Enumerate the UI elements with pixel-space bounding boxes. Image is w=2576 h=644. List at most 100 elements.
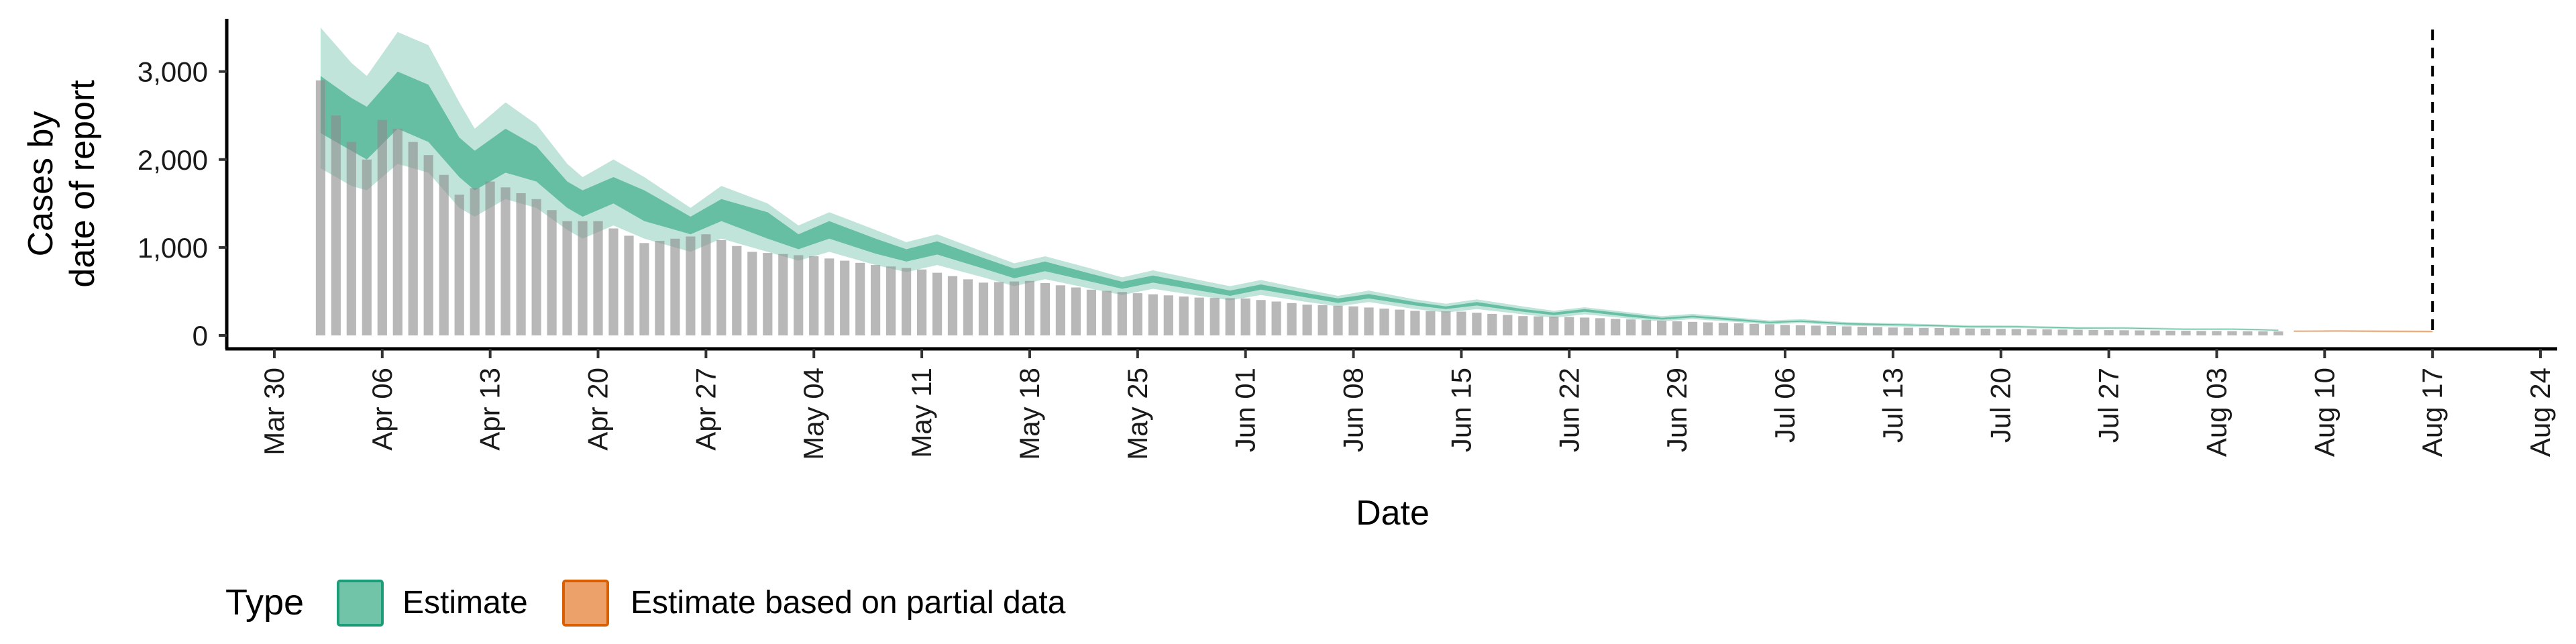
observed-bar bbox=[1225, 298, 1235, 335]
observed-bar bbox=[315, 80, 325, 336]
observed-bar bbox=[454, 195, 464, 335]
y-tick-label: 3,000 bbox=[138, 56, 208, 88]
observed-bar bbox=[470, 188, 480, 335]
observed-bar bbox=[1503, 315, 1513, 335]
observed-bar bbox=[2119, 330, 2129, 335]
observed-bar bbox=[1549, 317, 1559, 335]
x-tick-label: Apr 27 bbox=[690, 368, 721, 451]
observed-bar bbox=[624, 235, 634, 335]
observed-bar bbox=[778, 254, 788, 335]
observed-bar bbox=[1410, 311, 1420, 335]
observed-bar bbox=[1919, 327, 1929, 335]
observed-bar bbox=[2273, 331, 2284, 335]
observed-bar bbox=[578, 221, 588, 335]
observed-bar bbox=[1426, 311, 1436, 335]
observed-bar bbox=[639, 243, 649, 335]
observed-bar bbox=[794, 255, 804, 335]
observed-bar bbox=[824, 258, 835, 335]
x-tick-label: May 25 bbox=[1122, 368, 1153, 460]
observed-bar bbox=[547, 210, 557, 335]
observed-bar bbox=[346, 142, 356, 335]
x-tick-label: Jun 22 bbox=[1553, 368, 1585, 452]
x-tick-label: Jul 27 bbox=[2093, 368, 2125, 443]
observed-bar bbox=[1395, 309, 1405, 335]
legend: Type Estimate Estimate based on partial … bbox=[225, 580, 1066, 627]
observed-bar bbox=[516, 193, 526, 335]
x-tick-label: Jun 15 bbox=[1445, 368, 1477, 452]
x-tick-label: Aug 17 bbox=[2416, 368, 2448, 457]
observed-bar bbox=[392, 128, 402, 335]
observed-bar bbox=[1564, 317, 1574, 335]
observed-bar bbox=[2243, 331, 2253, 335]
observed-bar bbox=[994, 282, 1004, 335]
observed-bar bbox=[1626, 319, 1636, 335]
observed-bar bbox=[871, 265, 881, 335]
observed-bar bbox=[1333, 305, 1343, 335]
observed-bar bbox=[1364, 307, 1374, 335]
x-tick-label: May 18 bbox=[1014, 368, 1045, 460]
observed-bar bbox=[963, 279, 973, 335]
observed-bar bbox=[1441, 311, 1451, 335]
observed-bar bbox=[1518, 316, 1528, 335]
observed-bar bbox=[1872, 327, 1882, 335]
observed-bar bbox=[1841, 326, 1851, 335]
observed-bar bbox=[2011, 329, 2021, 335]
x-tick-label: Aug 24 bbox=[2524, 368, 2556, 457]
observed-bar bbox=[2165, 330, 2176, 335]
observed-bar bbox=[1749, 323, 1760, 335]
observed-bar bbox=[2181, 331, 2191, 335]
observed-bar bbox=[1811, 325, 1821, 335]
observed-bar bbox=[1086, 289, 1096, 335]
y-tick-label: 1,000 bbox=[138, 232, 208, 264]
observed-bar bbox=[1318, 305, 1328, 335]
observed-bar bbox=[1210, 298, 1220, 335]
observed-bar bbox=[1934, 328, 1944, 335]
observed-bar bbox=[608, 228, 619, 335]
legend-title: Type bbox=[225, 582, 304, 623]
observed-bar bbox=[1040, 283, 1050, 335]
observed-bar bbox=[1271, 301, 1281, 335]
observed-bar bbox=[732, 246, 742, 335]
observed-bar bbox=[1888, 327, 1898, 335]
observed-bar bbox=[2057, 329, 2068, 335]
observed-bar bbox=[763, 253, 773, 335]
observed-bar bbox=[439, 174, 449, 335]
observed-bar bbox=[1657, 321, 1667, 335]
observed-bar bbox=[932, 272, 943, 335]
observed-bar bbox=[562, 221, 572, 335]
observed-bar bbox=[947, 276, 958, 335]
observed-bar bbox=[809, 256, 819, 335]
observed-bar bbox=[408, 142, 418, 335]
observed-bar bbox=[1240, 298, 1250, 335]
x-tick-label: Mar 30 bbox=[258, 368, 290, 455]
x-ticks: Mar 30 Apr 06 Apr 13 Apr 20 Apr 27 May 04 May … bbox=[258, 349, 2556, 460]
x-tick-label: Jun 29 bbox=[1661, 368, 1693, 452]
observed-bar bbox=[593, 221, 603, 335]
y-axis-title-line-2: date of report bbox=[63, 80, 102, 288]
observed-bar bbox=[1472, 313, 1482, 335]
observed-bar bbox=[1194, 297, 1204, 335]
observed-bar bbox=[978, 282, 989, 335]
observed-bar bbox=[1764, 324, 1775, 335]
observed-bar bbox=[716, 240, 727, 335]
y-tick-label: 2,000 bbox=[138, 144, 208, 176]
observed-bar bbox=[2027, 329, 2037, 335]
x-tick-label: Apr 20 bbox=[582, 368, 614, 451]
observed-bar bbox=[1965, 328, 1975, 335]
observed-bar bbox=[1718, 323, 1729, 335]
observed-bar bbox=[2042, 329, 2052, 335]
observed-bar bbox=[1980, 328, 1990, 335]
x-tick-label: Jul 06 bbox=[1769, 368, 1801, 443]
observed-bar bbox=[1256, 300, 1266, 335]
observed-bar bbox=[1055, 285, 1065, 335]
observed-bar bbox=[485, 181, 495, 335]
x-tick-label: Jun 01 bbox=[1230, 368, 1261, 452]
observed-bar bbox=[2196, 331, 2206, 335]
observed-bar bbox=[423, 155, 433, 335]
observed-bar bbox=[1672, 321, 1682, 335]
observed-bar bbox=[1795, 325, 1805, 335]
observed-bar bbox=[2258, 331, 2268, 335]
y-tick-label: 0 bbox=[193, 320, 208, 352]
legend-label-partial: Estimate based on partial data bbox=[631, 585, 1066, 621]
